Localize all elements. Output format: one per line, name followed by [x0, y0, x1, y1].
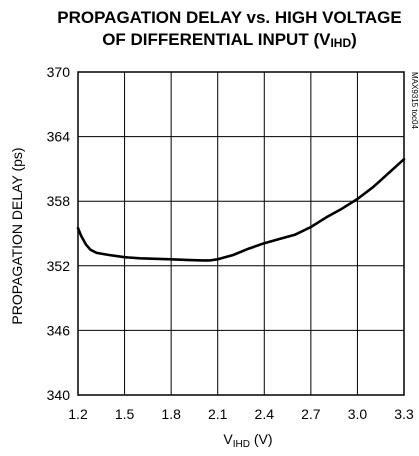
- x-label-suffix: (V): [250, 431, 273, 447]
- series-line: [76, 157, 406, 262]
- x-tick-label: 1.5: [115, 406, 135, 422]
- x-tick-label: 1.8: [161, 406, 181, 422]
- y-tick-label: 358: [47, 193, 71, 209]
- y-tick-label: 340: [47, 387, 71, 403]
- x-tick-label: 3.0: [348, 406, 368, 422]
- y-tick-label: 364: [47, 129, 71, 145]
- x-tick-label: 2.4: [255, 406, 275, 422]
- x-tick-label: 1.2: [68, 406, 88, 422]
- x-tick-labels: 1.2 1.5 1.8 2.1 2.4 2.7 3.0 3.3: [68, 406, 414, 422]
- chart-title-line2: OF DIFFERENTIAL INPUT (VIHD): [20, 30, 419, 50]
- y-tick-label: 352: [47, 258, 71, 274]
- y-tick-label: 346: [47, 322, 71, 338]
- y-tick-labels: 370 364 358 352 346 340: [47, 64, 71, 403]
- x-tick-label: 2.7: [301, 406, 321, 422]
- grid: [78, 72, 404, 395]
- plot-frame: [77, 71, 405, 396]
- title-subscript: IHD: [330, 36, 352, 50]
- x-axis-label: VIHD (V): [223, 431, 272, 450]
- chart-title-line1: PROPAGATION DELAY vs. HIGH VOLTAGE: [57, 8, 402, 27]
- side-label: MAX9315 toc04: [410, 72, 419, 129]
- title-prefix: OF DIFFERENTIAL INPUT (V: [102, 30, 331, 49]
- title-suffix: ): [351, 30, 357, 49]
- x-label-prefix: V: [223, 431, 233, 447]
- x-tick-label: 3.3: [394, 406, 414, 422]
- y-axis-label: PROPAGATION DELAY (ps): [9, 147, 25, 324]
- x-label-subscript: IHD: [233, 439, 250, 450]
- x-tick-label: 2.1: [208, 406, 228, 422]
- y-tick-label: 370: [47, 64, 71, 80]
